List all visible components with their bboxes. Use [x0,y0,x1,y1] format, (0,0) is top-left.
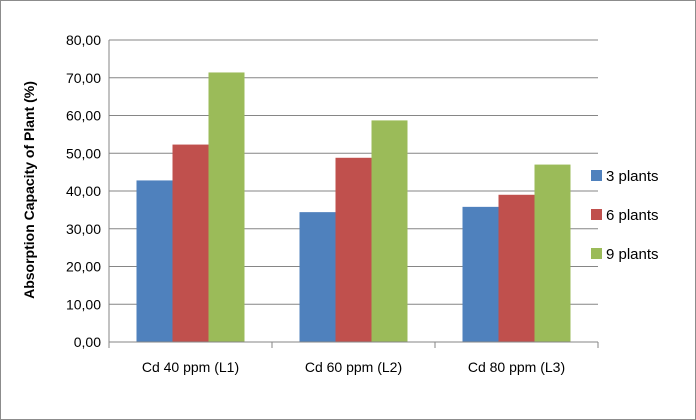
y-tick-label: 60,00 [66,108,101,124]
legend-swatch [591,170,602,181]
legend-swatch [591,248,602,259]
y-tick-label: 80,00 [66,32,101,48]
y-tick-label: 50,00 [66,145,101,161]
bar-3-plants-2 [299,212,336,342]
x-axis: Cd 40 ppm (L1) Cd 60 ppm (L2) Cd 80 ppm (L… [108,341,599,375]
legend-swatch [591,209,602,220]
bar-9-plants-1 [208,72,245,342]
legend: 3 plants 6 plants 9 plants [591,168,659,263]
bars [136,72,571,342]
bar-9-plants-2 [371,120,408,342]
bar-6-plants-1 [172,144,209,342]
y-tick-label: 30,00 [66,221,101,237]
x-tick-label: Cd 80 ppm (L3) [468,359,565,375]
y-tick-label: 0,00 [74,334,101,350]
y-axis-label: Absorption Capacity of Plant (%) [21,81,37,299]
bar-6-plants-3 [498,194,535,342]
y-tick-label: 10,00 [66,296,101,312]
y-axis: 0,00 10,00 20,00 30,00 40,00 50,00 60,00 70,00 8… [66,32,110,350]
bar-3-plants-1 [136,180,173,342]
y-tick-label: 20,00 [66,259,101,275]
bar-9-plants-3 [534,164,571,342]
x-tick-label: Cd 60 ppm (L2) [305,359,402,375]
x-tick-label: Cd 40 ppm (L1) [142,359,239,375]
legend-label: 3 plants [606,168,659,185]
y-tick-label: 70,00 [66,70,101,86]
y-tick-label: 40,00 [66,183,101,199]
legend-label: 9 plants [606,246,659,263]
bar-3-plants-3 [462,206,499,342]
bar-6-plants-2 [335,157,372,342]
legend-label: 6 plants [606,207,659,224]
